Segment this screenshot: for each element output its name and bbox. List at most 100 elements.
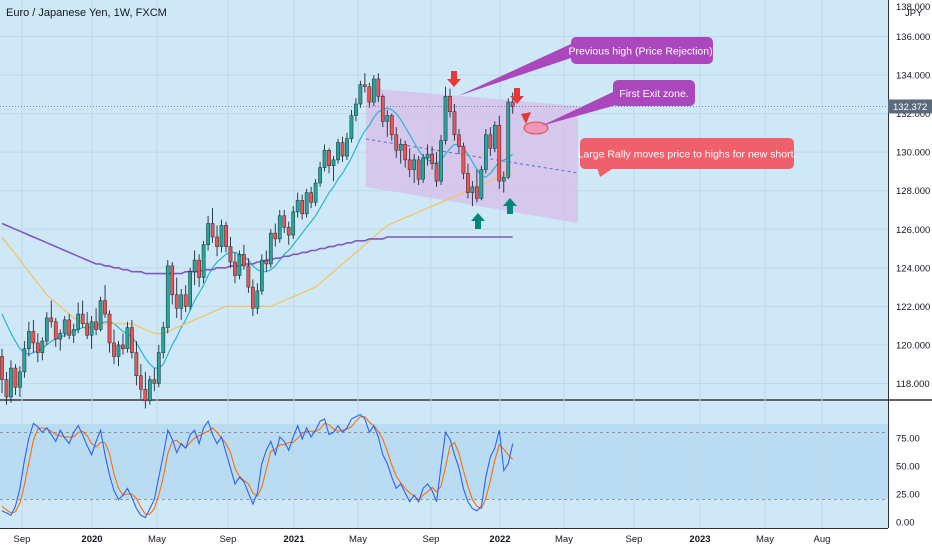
time-tick-label: 2023 (689, 534, 710, 545)
down-arrow-icon (447, 71, 461, 87)
price-tick-label: 132.000 (896, 109, 930, 120)
price-axis-ticks: 136.000 134.000 132.000 130.000 128.000 126.0… (888, 2, 932, 390)
time-tick-label: 2021 (283, 534, 305, 545)
callout-box (580, 138, 794, 169)
candle-body (98, 300, 103, 330)
candle-body (156, 352, 161, 384)
candle-body (340, 142, 345, 157)
candle-body (152, 379, 157, 384)
candle-body (31, 331, 36, 344)
candlesticks (0, 73, 888, 409)
candle-body (206, 223, 210, 245)
candle-body (9, 367, 13, 398)
callout-box (571, 37, 713, 64)
candle-body (466, 173, 470, 193)
candle-body (407, 159, 412, 170)
time-tick-label: Aug (814, 534, 831, 545)
candle-body (35, 342, 40, 353)
candle-body (506, 101, 511, 178)
price-tick-label: 122.000 (896, 302, 930, 313)
time-tick-label: 2020 (81, 534, 102, 545)
candle-body (425, 153, 430, 159)
callout-text: First Exit zone. (619, 88, 688, 100)
candle-body (44, 317, 49, 342)
stoch-d-line (1, 416, 514, 515)
callout-text: Previous high (Price Rejection). (568, 46, 715, 58)
callout-annotations: Previous high (Price Rejection). First Ex… (458, 37, 796, 177)
candle-body (439, 140, 443, 182)
candle-body (282, 215, 287, 228)
candle-body (286, 227, 291, 236)
candle-body (62, 319, 67, 334)
candle-body (76, 313, 81, 330)
time-tick-label: May (349, 534, 367, 545)
candle-body (277, 215, 282, 240)
price-tick-label: 120.000 (896, 340, 930, 351)
candle-body (165, 265, 170, 328)
candle-body (71, 329, 76, 336)
candle-body (0, 356, 4, 380)
candle-body (497, 124, 502, 182)
candle-body (49, 317, 54, 323)
candle-body (327, 150, 331, 166)
candle-body (479, 169, 484, 199)
callout-box (613, 80, 695, 106)
candle-body (121, 344, 125, 350)
stoch-k-line (1, 413, 514, 519)
candle-body (246, 265, 251, 288)
candle-body (192, 259, 197, 272)
callout-pointer (541, 92, 620, 126)
candle-body (161, 327, 166, 353)
candle-body (116, 344, 121, 357)
candle-body (242, 254, 246, 267)
candle-body (237, 254, 242, 276)
candle-body (85, 323, 89, 336)
candle-body (291, 211, 296, 236)
up-arrow-icon (503, 198, 517, 214)
candle-body (501, 176, 506, 182)
candle-body (188, 271, 193, 307)
price-tick-label: 126.000 (896, 225, 930, 236)
candle-body (380, 96, 385, 122)
candle-body (421, 157, 425, 180)
callout-text: Large Rally moves price to highs for new… (578, 149, 797, 161)
candle-body (130, 327, 134, 353)
candle-body (255, 290, 260, 309)
candle-body (67, 319, 72, 336)
candle-body (147, 379, 152, 402)
candle-body (170, 265, 175, 296)
price-axis-bg (888, 0, 932, 550)
up-arrow-icon (471, 213, 485, 229)
candle-body (349, 115, 354, 139)
time-tick-label: Sep (626, 534, 643, 545)
grid-lines (0, 0, 888, 528)
candle-body (103, 300, 107, 315)
candle-body (94, 321, 98, 330)
candle-body (210, 223, 215, 238)
candle-body (367, 86, 372, 103)
candle-body (233, 261, 237, 276)
candle-body (219, 225, 224, 247)
candle-body (27, 331, 31, 350)
candle-body (434, 163, 439, 182)
stoch-tick-label: 50.00 (896, 462, 920, 473)
time-tick-label: Sep (423, 534, 440, 545)
candle-body (318, 167, 322, 184)
candle-body (385, 115, 390, 122)
candle-body (125, 327, 130, 350)
candle-body (322, 150, 327, 168)
candle-body (403, 144, 408, 161)
candle-body (345, 138, 349, 157)
candle-body (510, 101, 515, 107)
candle-body (264, 259, 269, 265)
exit-arrow-icon (521, 112, 531, 124)
candle-body (107, 313, 112, 344)
time-tick-label: May (555, 534, 573, 545)
candle-body (143, 388, 148, 402)
candle-body (470, 186, 475, 193)
stoch-axis-ticks: 75.00 50.00 25.00 0.00 (896, 434, 920, 529)
price-tick-label: 124.000 (896, 263, 930, 274)
stoch-tick-label: 0.00 (896, 518, 915, 529)
